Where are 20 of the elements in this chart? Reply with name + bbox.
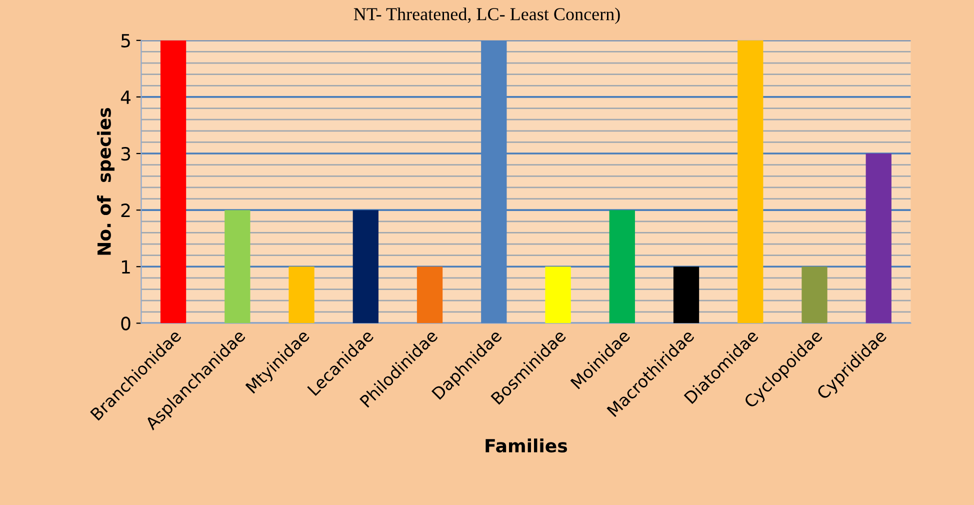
y-tick-label: 5 bbox=[121, 34, 130, 48]
bar bbox=[288, 266, 314, 324]
bar bbox=[738, 40, 764, 324]
y-axis-title: No. of species bbox=[96, 108, 114, 255]
y-tick-label: 3 bbox=[121, 146, 130, 161]
bar bbox=[545, 266, 571, 324]
bar bbox=[352, 210, 378, 324]
bar bbox=[224, 210, 250, 324]
bar bbox=[416, 266, 443, 324]
chart-title: NT- Threatened, LC- Least Concern) bbox=[354, 8, 620, 24]
bar bbox=[802, 266, 828, 324]
y-tick-label: 1 bbox=[122, 260, 130, 274]
bar bbox=[609, 210, 635, 324]
y-tick-label: 0 bbox=[121, 316, 130, 330]
x-axis-title: Families bbox=[486, 438, 568, 453]
y-tick-label: 4 bbox=[120, 90, 130, 104]
bar bbox=[160, 40, 186, 324]
y-tick-label: 2 bbox=[121, 204, 130, 217]
bar bbox=[673, 266, 700, 324]
bar bbox=[866, 154, 892, 324]
